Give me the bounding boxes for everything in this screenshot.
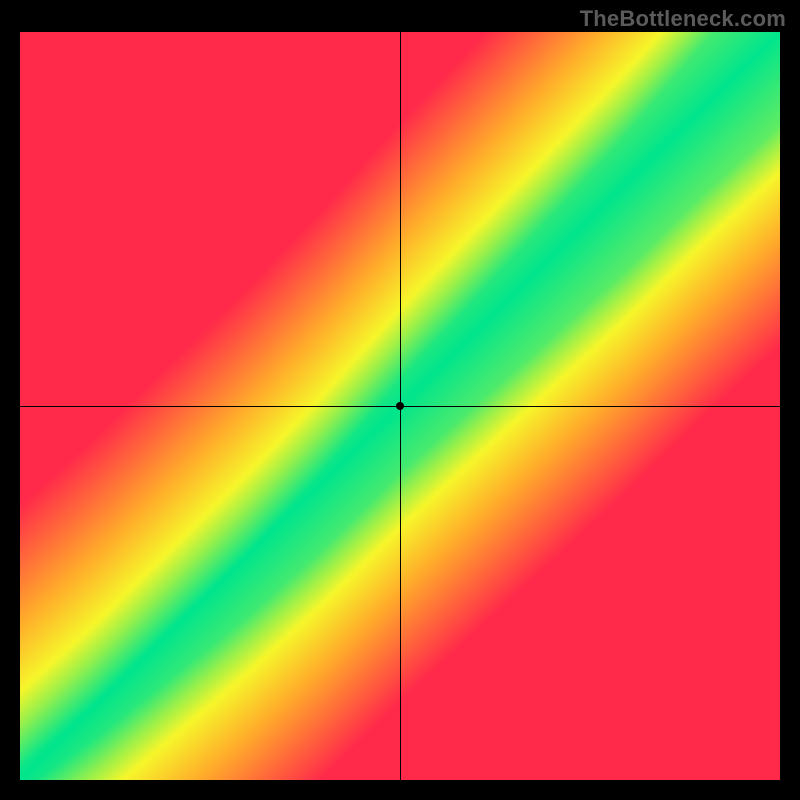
watermark-text: TheBottleneck.com (580, 6, 786, 32)
chart-frame: TheBottleneck.com (0, 0, 800, 800)
heatmap-plot (20, 32, 780, 780)
heatmap-canvas (20, 32, 780, 780)
